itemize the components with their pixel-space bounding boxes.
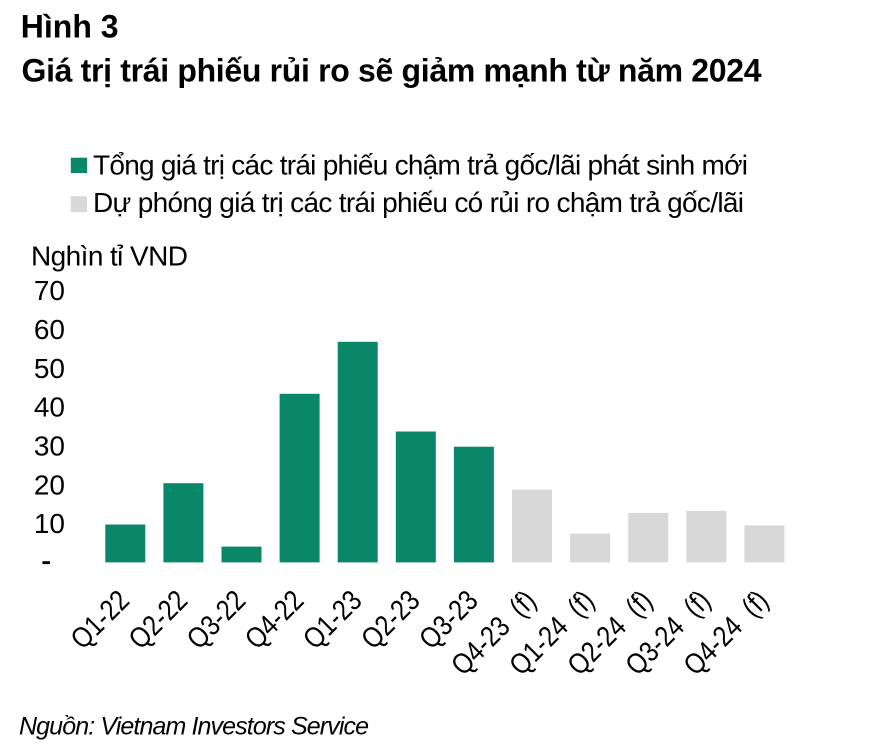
- svg-text:40: 40: [34, 392, 65, 423]
- svg-text:Tổng giá trị các trái phiếu ch: Tổng giá trị các trái phiếu chậm trả gốc…: [93, 149, 748, 180]
- svg-text:30: 30: [34, 431, 65, 462]
- svg-text:50: 50: [34, 353, 65, 384]
- svg-text:60: 60: [34, 314, 65, 345]
- svg-text:Nghìn tỉ VND: Nghìn tỉ VND: [31, 241, 188, 272]
- svg-text:10: 10: [34, 508, 65, 539]
- svg-text:20: 20: [34, 469, 65, 500]
- svg-text:Nguồn: Vietnam Investors Servi: Nguồn: Vietnam Investors Service: [19, 713, 369, 741]
- svg-text:70: 70: [34, 275, 65, 306]
- svg-text:Giá trị trái phiếu rủi ro sẽ g: Giá trị trái phiếu rủi ro sẽ giảm mạnh t…: [22, 53, 762, 89]
- svg-text:Hình 3: Hình 3: [21, 9, 119, 45]
- svg-text:Dự phóng giá trị các trái phiế: Dự phóng giá trị các trái phiếu có rủi r…: [93, 187, 744, 218]
